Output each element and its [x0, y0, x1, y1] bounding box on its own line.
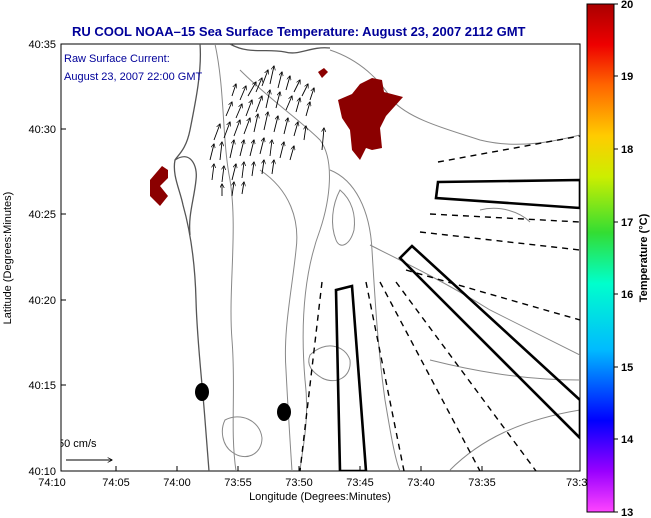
buoy-marker	[277, 403, 291, 421]
colorbar-label: Temperature (°C)	[638, 213, 650, 302]
sst-patch	[318, 68, 328, 78]
colorbar-tick-label: 15	[621, 362, 633, 374]
colorbar-tick-label: 17	[621, 217, 633, 229]
bathymetry-contour	[259, 169, 298, 471]
x-tick-label: 73:35	[468, 477, 496, 489]
x-axis-ticks	[60, 466, 581, 471]
colorbar-tick-label: 20	[621, 0, 633, 11]
buoy-marker	[195, 383, 209, 401]
y-tick-label: 40:20	[28, 295, 56, 307]
map-frame	[60, 43, 581, 472]
surface-current-vectors	[209, 66, 324, 197]
bathymetry-contour	[221, 416, 263, 457]
long-island-coast	[229, 44, 331, 54]
map-title: RU COOL NOAA–15 Sea Surface Temperature:…	[72, 24, 526, 39]
bathymetry-contour	[429, 359, 580, 381]
colorbar-tick-labels: 20 19 18 17 16 15 14 13	[621, 0, 634, 518]
map-content: 50 cm/s	[58, 44, 580, 471]
x-tick-label: 73:50	[285, 477, 313, 489]
colorbar	[586, 3, 615, 513]
x-tick-label: 73:55	[224, 477, 252, 489]
x-tick-label: 73:45	[346, 477, 374, 489]
y-tick-label: 40:15	[28, 380, 56, 392]
x-tick-label: 73:3	[566, 477, 587, 489]
bathymetry-contour	[214, 44, 237, 471]
y-tick-label: 40:25	[28, 209, 56, 221]
zone-outlines	[334, 178, 580, 471]
bathymetry-contour	[308, 345, 351, 382]
bathymetry-contour	[449, 409, 580, 471]
bathymetry-contour	[329, 169, 401, 471]
y-tick-labels: 40:35 40:30 40:25 40:20 40:15 40:10	[28, 39, 56, 478]
colorbar-tick-label: 16	[621, 289, 633, 301]
x-tick-label: 74:10	[38, 477, 66, 489]
y-axis-label: Latitude (Degrees:Minutes)	[2, 192, 14, 325]
current-legend-line2: August 23, 2007 22:00 GMT	[64, 71, 202, 83]
sst-patch	[338, 78, 403, 160]
coastline	[173, 44, 210, 471]
x-tick-label: 74:00	[163, 477, 191, 489]
x-tick-label: 73:40	[407, 477, 435, 489]
x-tick-label: 74:05	[102, 477, 130, 489]
x-tick-labels: 74:10 74:05 74:00 73:55 73:50 73:45 73:4…	[38, 477, 587, 489]
radar-beam-lines	[299, 135, 580, 471]
y-tick-label: 40:10	[28, 466, 56, 478]
colorbar-tick-label: 14	[621, 434, 634, 446]
current-legend-line1: Raw Surface Current:	[64, 53, 170, 65]
sst-patch	[150, 166, 168, 206]
colorbar-ticks	[614, 3, 618, 513]
y-tick-label: 40:30	[28, 124, 56, 136]
scale-label: 50 cm/s	[58, 438, 97, 450]
colorbar-tick-label: 18	[621, 144, 633, 156]
colorbar-tick-label: 19	[621, 71, 633, 83]
sandy-hook	[174, 156, 197, 236]
bathymetry-contour	[479, 207, 531, 223]
colorbar-tick-label: 13	[621, 507, 633, 518]
bathymetry-contour	[332, 189, 355, 246]
y-tick-label: 40:35	[28, 39, 56, 51]
y-axis-ticks	[61, 43, 66, 472]
x-axis-label: Longitude (Degrees:Minutes)	[249, 491, 391, 503]
